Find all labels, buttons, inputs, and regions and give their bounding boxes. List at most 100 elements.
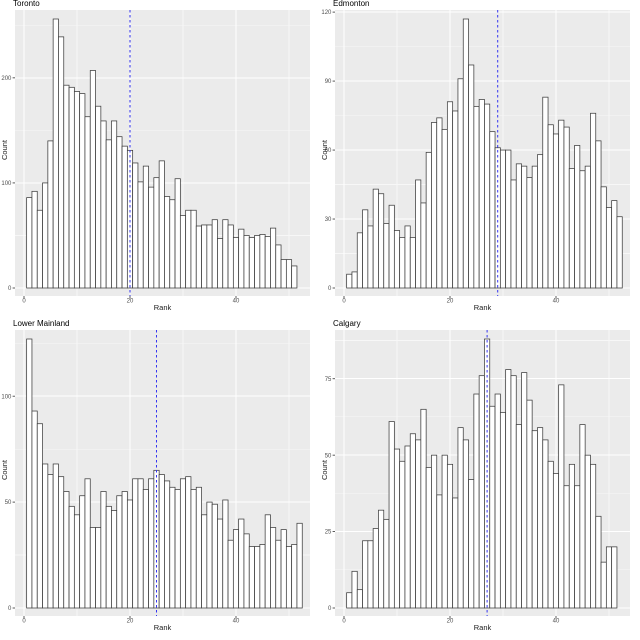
bar	[164, 196, 171, 289]
bar	[222, 499, 229, 609]
bar	[616, 216, 623, 289]
panel-calgary: 0 25 50 75 0 20 40 Calgary Count Rank	[320, 319, 640, 640]
bar	[362, 209, 369, 289]
svg-text:40: 40	[233, 299, 240, 305]
bar	[100, 120, 107, 289]
bar	[63, 491, 70, 609]
histogram-bars	[26, 18, 298, 289]
bar	[89, 527, 96, 609]
bar	[164, 480, 171, 609]
bar	[446, 101, 454, 289]
bar	[105, 139, 112, 289]
bar	[232, 529, 240, 609]
x-axis-label: Rank	[473, 303, 492, 312]
bar	[42, 182, 49, 289]
bar	[367, 225, 374, 289]
bar	[431, 454, 438, 609]
bar	[356, 589, 363, 609]
svg-text:25: 25	[325, 530, 332, 536]
bar	[558, 119, 565, 289]
bar	[116, 136, 123, 289]
bar	[211, 219, 218, 289]
bar	[285, 546, 293, 609]
svg-text:20: 20	[447, 299, 454, 305]
svg-text:20: 20	[127, 299, 134, 305]
bar	[526, 399, 533, 609]
bar	[574, 145, 581, 289]
bar	[195, 486, 202, 609]
panel-title: Calgary	[333, 319, 361, 328]
bar	[26, 197, 33, 289]
bar	[362, 540, 369, 609]
bar	[73, 91, 81, 289]
svg-text:40: 40	[553, 299, 560, 305]
bar	[238, 228, 245, 289]
bar	[248, 546, 255, 609]
svg-text:0: 0	[328, 606, 332, 612]
bar	[201, 514, 208, 609]
panel-lower-mainland: 0 50 100 0 20 40 Lower Mainland Count Rank	[0, 319, 320, 640]
bar	[510, 179, 517, 289]
bar	[552, 473, 560, 609]
bar	[95, 527, 102, 609]
bar	[291, 544, 298, 609]
y-axis-label: Count	[320, 140, 329, 161]
bar	[351, 570, 358, 609]
bar	[137, 181, 144, 289]
bar	[111, 120, 118, 289]
bar	[542, 439, 549, 609]
bar	[148, 478, 155, 609]
bar	[232, 237, 240, 289]
bar	[346, 592, 353, 609]
bar	[526, 177, 533, 289]
bar	[505, 149, 512, 289]
bar	[31, 410, 38, 609]
bar	[351, 271, 358, 289]
bar	[148, 186, 155, 289]
svg-text:0: 0	[342, 619, 346, 625]
axis-tick-labels: 0 30 60 90 120 0 20 40	[321, 10, 560, 304]
bar	[457, 78, 464, 289]
bar	[462, 439, 469, 609]
bar	[420, 202, 427, 289]
svg-text:200: 200	[1, 76, 12, 82]
bar	[558, 384, 565, 609]
panel-toronto: 0 100 200 0 20 40 Toronto Count Rank	[0, 0, 320, 320]
bar	[285, 259, 293, 289]
bar	[468, 64, 475, 289]
bar	[254, 546, 261, 609]
bar	[36, 209, 43, 289]
bar	[478, 99, 485, 289]
bar	[280, 529, 287, 609]
bar	[179, 478, 187, 609]
svg-text:0: 0	[22, 619, 26, 625]
bar	[158, 474, 165, 609]
bar	[264, 236, 271, 289]
bar	[547, 124, 554, 289]
bar	[383, 518, 390, 609]
bar	[584, 454, 591, 609]
histogram-plot-edmonton: 0 30 60 90 120 0 20 40	[321, 10, 630, 305]
panel-title: Toronto	[13, 0, 40, 8]
bar	[605, 546, 613, 609]
bar	[47, 474, 54, 609]
axis-ticks	[332, 378, 557, 619]
x-axis-label: Rank	[473, 623, 492, 632]
bar	[211, 503, 218, 609]
svg-text:0: 0	[342, 299, 346, 305]
bar	[441, 128, 448, 289]
bar	[89, 70, 96, 289]
svg-text:75: 75	[325, 377, 332, 383]
bar	[436, 117, 443, 289]
bar	[79, 495, 86, 609]
bar	[420, 408, 427, 609]
bar	[132, 478, 139, 609]
bar	[595, 140, 602, 289]
bar	[409, 433, 416, 609]
bar	[270, 227, 277, 289]
bar	[574, 485, 581, 609]
axis-tick-labels: 0 50 100 0 20 40	[1, 394, 240, 624]
bar	[537, 154, 544, 289]
bar	[195, 225, 202, 289]
bar	[579, 424, 586, 609]
